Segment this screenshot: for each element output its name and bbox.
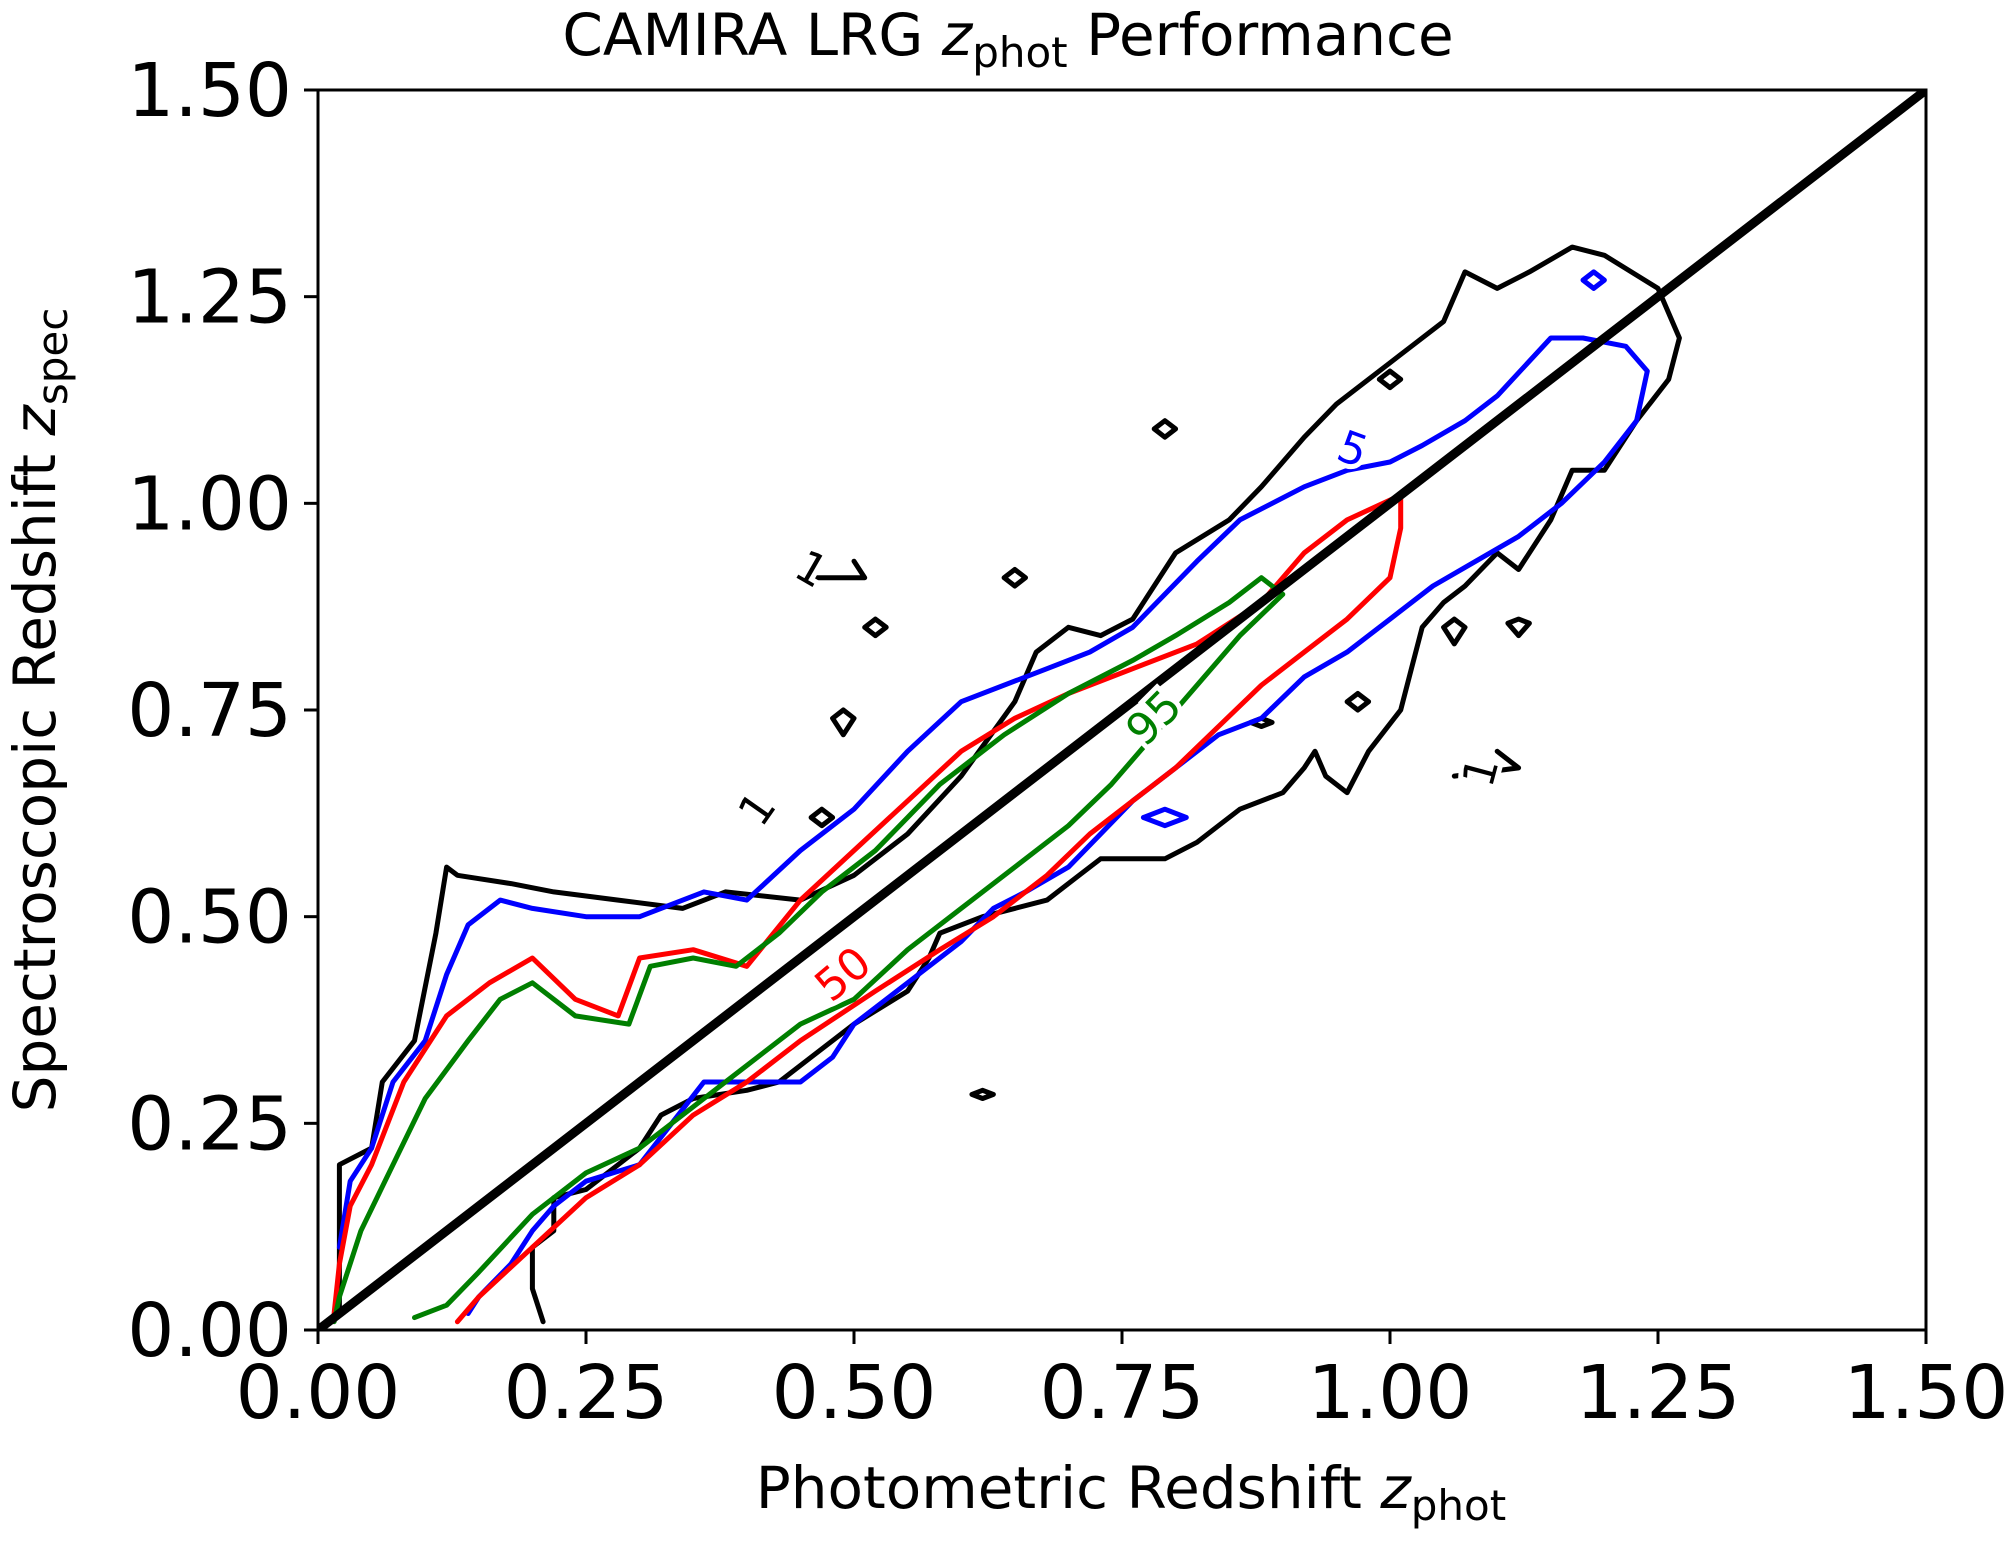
contour-level-1-line-1	[1001, 567, 1028, 589]
y-tick-label-3: 0.75	[127, 668, 292, 754]
y-tick-label-6: 1.50	[127, 48, 292, 134]
x-tick-label-3: 0.75	[1040, 1350, 1205, 1436]
contour-label-1-0: 1	[786, 540, 836, 598]
contour-level-1-line-10	[1344, 691, 1372, 713]
one-to-one-reference-line	[318, 90, 1926, 1330]
x-axis-label: Photometric Redshift zphot	[756, 1454, 1506, 1530]
x-tick-label-5: 1.25	[1576, 1350, 1741, 1436]
contour-level-1-line-9	[1505, 616, 1532, 639]
contour-level-1-line-3	[830, 707, 857, 738]
x-tick-label-4: 1.00	[1308, 1350, 1473, 1436]
axis-ticks: 0.00 0.25 0.50 0.75 1.00 1.25 1.50 0.00 0.25 0.50…	[127, 48, 2008, 1436]
contour-label-1-1: 1	[729, 783, 787, 835]
chart-title: CAMIRA LRG zphot Performance	[562, 1, 1453, 77]
contour-level-1-line-2	[862, 616, 889, 639]
x-tick-label-0: 0.00	[236, 1350, 401, 1436]
x-tick-label-2: 0.50	[772, 1350, 937, 1436]
contour-level-1-line-5	[969, 1087, 996, 1101]
contour-level-5-line-2	[1580, 269, 1607, 291]
y-tick-label-0: 0.00	[127, 1288, 292, 1374]
contour-level-95-line-0	[331, 575, 1286, 1325]
contour-level-1-line-7	[1376, 368, 1404, 391]
y-tick-label-4: 1.00	[127, 461, 292, 547]
x-tick-label-1: 0.25	[504, 1350, 669, 1436]
contour-level-1-line-8	[1441, 616, 1468, 647]
contour-level-5-line-1	[1140, 806, 1189, 829]
contour-label-95-5: 95	[1116, 680, 1192, 756]
y-tick-label-1: 0.25	[127, 1081, 292, 1167]
contour-level-1-line-13	[1451, 748, 1522, 779]
contour-level-50-line-0	[331, 492, 1404, 1325]
y-axis-label: Spectroscopic Redshift zspec	[1, 308, 77, 1113]
contour-level-1-line-6	[1151, 418, 1179, 440]
y-tick-label-5: 1.25	[127, 255, 292, 341]
contour-label-5-3: 5	[1331, 421, 1375, 479]
y-tick-label-2: 0.50	[127, 875, 292, 961]
contour-level-1-line-4	[808, 806, 836, 829]
contour-level-1-line-12	[808, 558, 868, 581]
contour-level-5-line-0	[336, 335, 1650, 1316]
x-tick-label-6: 1.50	[1844, 1350, 2009, 1436]
contour-label-1-2: 1	[1453, 752, 1510, 792]
